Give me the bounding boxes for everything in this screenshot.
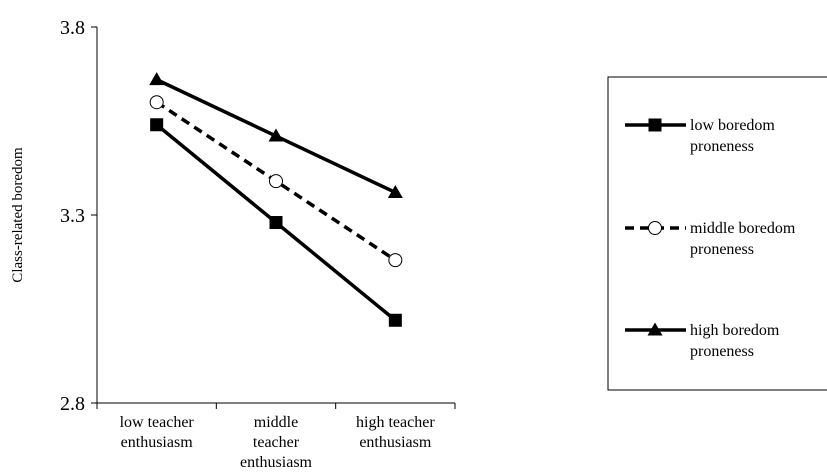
x-tick-label-line: enthusiasm <box>240 454 313 471</box>
data-point-1-2 <box>388 253 403 268</box>
series-1 <box>149 95 403 268</box>
legend-label: middle boredom proneness <box>690 220 796 258</box>
data-point-0-2 <box>388 313 402 327</box>
legend-item-2: high boredom proneness <box>625 322 780 360</box>
y-tick-label: 2.8 <box>60 393 85 415</box>
x-tick-label-line: enthusiasm <box>359 434 432 451</box>
x-tick-label-line: enthusiasm <box>121 434 194 451</box>
legend-swatch-marker <box>648 118 662 132</box>
legend-label: high boredom proneness <box>690 322 780 360</box>
legend-label-line: middle boredom <box>690 220 796 237</box>
y-tick-label: 3.8 <box>60 17 85 39</box>
x-tick-label-line: low teacher <box>120 414 195 431</box>
data-point-2-1 <box>268 128 284 142</box>
x-tick-label: high teacher enthusiasm <box>356 414 435 451</box>
legend-item-0: low boredom proneness <box>625 117 775 155</box>
legend-label-line: high boredom <box>690 322 780 339</box>
legend-label-line: low boredom <box>690 117 775 134</box>
data-point-2-0 <box>149 72 165 86</box>
data-point-2-2 <box>387 184 403 198</box>
x-tick-label: middle teacher enthusiasm <box>240 414 313 471</box>
chart-legend: low boredom proneness middle boredom pronen… <box>607 76 827 391</box>
chart-axes: 2.8 3.3 3.8 low teacher enthusiasm middle teac… <box>10 17 456 471</box>
data-point-0-0 <box>150 118 164 132</box>
x-tick-label-line: middle <box>254 414 298 431</box>
y-tick-label: 3.3 <box>60 205 85 227</box>
legend-label: low boredom proneness <box>690 117 775 155</box>
legend-label-line: proneness <box>690 343 754 360</box>
legend-label-line: proneness <box>690 138 754 155</box>
chart-series <box>149 72 403 327</box>
x-tick-label-line: high teacher <box>356 414 435 431</box>
data-point-0-1 <box>269 216 283 230</box>
data-point-1-1 <box>269 174 283 189</box>
x-tick-label-line: teacher <box>253 434 300 451</box>
y-axis-title: Class-related boredom <box>10 147 26 283</box>
data-point-1-0 <box>149 95 164 110</box>
legend-box <box>607 76 827 391</box>
series-2 <box>149 72 403 198</box>
legend-swatch-marker <box>647 322 663 336</box>
legend-swatch-marker <box>648 221 662 235</box>
legend-item-1: middle boredom proneness <box>625 220 796 258</box>
legend-label-line: proneness <box>690 241 754 258</box>
series-0 <box>150 118 402 327</box>
x-tick-label: low teacher enthusiasm <box>120 414 195 451</box>
